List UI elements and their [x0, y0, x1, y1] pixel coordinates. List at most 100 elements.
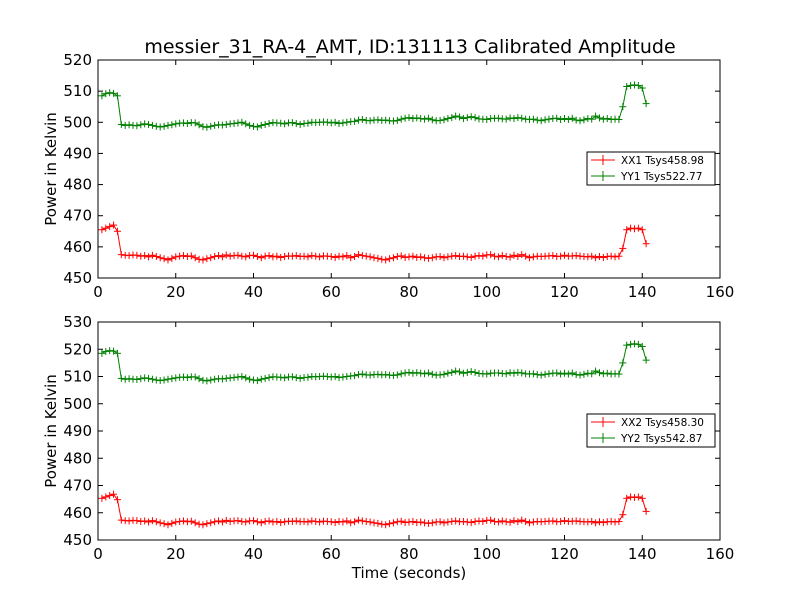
- bottom-series-yy-point: [506, 369, 514, 377]
- top-series-yy-point: [564, 115, 572, 123]
- top-series-yy-point: [242, 120, 250, 128]
- bottom-series-yy-point: [545, 370, 553, 378]
- bottom-series-yy-point: [207, 376, 215, 384]
- top-series-xx-point: [374, 254, 382, 262]
- bottom-series-xx-point: [152, 518, 160, 526]
- bottom-series-xx-point: [409, 517, 417, 525]
- top-series-xx-point: [312, 252, 320, 260]
- top-series-xx-point: [526, 254, 534, 262]
- bottom-series-yy-point: [436, 371, 444, 379]
- bottom-series-yy-point: [452, 367, 460, 375]
- top-series-yy-point: [572, 116, 580, 124]
- top-series-yy-point: [619, 103, 627, 111]
- bottom-series-yy-point: [428, 370, 436, 378]
- bottom-series-yy-point: [199, 376, 207, 384]
- bottom-series-yy-point: [164, 375, 172, 383]
- top-series-xx-point: [152, 253, 160, 261]
- top-series-xx-point: [498, 252, 506, 260]
- bottom-series-yy-point: [323, 373, 331, 380]
- top-series-yy-point: [599, 115, 607, 123]
- top-series-xx-point: [273, 252, 281, 260]
- bottom-series-yy-point: [576, 371, 584, 379]
- top-series-xx-point: [203, 255, 211, 263]
- top-series-xx-point: [487, 251, 495, 259]
- bottom-series-xx-point: [592, 519, 600, 527]
- bottom-xtick-label: 60: [322, 545, 341, 563]
- top-series-yy-point: [467, 113, 475, 121]
- bottom-series-xx-point: [257, 519, 265, 527]
- top-series-xx-point: [366, 253, 374, 261]
- top-series-yy-point: [145, 120, 153, 128]
- top-series-yy-point: [630, 81, 638, 89]
- bottom-series-yy-point: [623, 341, 631, 349]
- top-series-yy-point: [421, 115, 429, 123]
- top-series-xx-point: [467, 253, 475, 261]
- top-series-xx-point: [417, 253, 425, 261]
- bottom-series-yy-point: [382, 371, 390, 379]
- bottom-series-yy-point: [634, 340, 642, 348]
- bottom-series-xx-point: [382, 521, 390, 529]
- bottom-series-xx-point: [300, 517, 308, 525]
- top-series-yy-point: [561, 115, 568, 123]
- bottom-series-xx-point: [599, 519, 607, 527]
- bottom-series-xx-point: [288, 517, 296, 525]
- bottom-series-yy-point: [133, 375, 141, 383]
- top-series-xx-point: [351, 253, 359, 261]
- bottom-series-yy-point: [502, 370, 510, 378]
- bottom-series-xx-point: [187, 517, 195, 525]
- top-series-xx-point: [393, 253, 401, 261]
- bottom-series-yy-point: [335, 374, 343, 382]
- top-series-xx-point: [145, 253, 153, 261]
- bottom-series-xx-point: [172, 518, 180, 526]
- bottom-legend-yy-label: YY2 Tsys542.87: [620, 433, 702, 445]
- bottom-series-yy-point: [615, 370, 623, 378]
- top-series-xx-point: [327, 253, 335, 261]
- bottom-series-yy-point: [343, 373, 351, 380]
- bottom-series-xx-point: [561, 517, 568, 525]
- top-series-yy-point: [459, 115, 467, 123]
- top-series-xx-point: [588, 252, 596, 260]
- top-series-yy-point: [265, 120, 273, 128]
- bottom-series-yy-point: [296, 374, 304, 382]
- bottom-series-yy-point: [234, 373, 242, 381]
- top-series-xx-point: [331, 253, 339, 261]
- bottom-series-xx-point: [347, 519, 355, 527]
- top-series-xx-point: [354, 251, 362, 259]
- bottom-series-xx-point: [549, 517, 557, 525]
- bottom-series-xx-point: [218, 518, 226, 526]
- bottom-plot-ylabel: Power in Kelvin: [42, 374, 60, 488]
- top-series-yy-point: [514, 114, 522, 122]
- top-xtick-label: 140: [628, 283, 657, 301]
- top-series-yy-point: [152, 122, 160, 130]
- top-series-yy-point: [389, 117, 397, 125]
- bottom-series-yy-point: [510, 369, 518, 377]
- bottom-series-xx-point: [479, 517, 487, 525]
- top-series-xx-point: [378, 255, 386, 263]
- top-series-xx-point: [627, 224, 635, 232]
- top-series-yy-point: [483, 115, 491, 123]
- bottom-series-yy-point: [592, 367, 600, 375]
- bottom-legend-box: [586, 413, 716, 448]
- top-series-yy-point: [580, 116, 588, 124]
- bottom-series-yy-point: [191, 373, 199, 381]
- bottom-ytick-label: 510: [63, 368, 92, 386]
- top-series-xx-point: [215, 252, 223, 260]
- top-series-xx-point: [599, 253, 607, 261]
- top-plot-legend: XX1 Tsys458.98 YY1 Tsys522.77: [586, 151, 716, 186]
- top-series-yy-point: [393, 116, 401, 124]
- top-series-yy-point: [518, 114, 526, 122]
- bottom-series-yy-point: [281, 374, 289, 382]
- bottom-series-yy-point: [203, 377, 211, 385]
- top-series-yy-point: [401, 114, 409, 122]
- bottom-series-yy-point: [327, 373, 335, 381]
- bottom-xtick-label: 40: [244, 545, 263, 563]
- top-ytick-label: 460: [63, 238, 92, 256]
- bottom-series-xx-point: [312, 517, 320, 525]
- bottom-series-yy-point: [393, 371, 401, 379]
- bottom-series-yy-point: [110, 347, 118, 355]
- top-series-yy-point: [222, 120, 230, 128]
- top-series-yy-point: [207, 122, 215, 130]
- top-series-yy-point: [592, 112, 600, 120]
- top-series-xx-point: [141, 252, 149, 260]
